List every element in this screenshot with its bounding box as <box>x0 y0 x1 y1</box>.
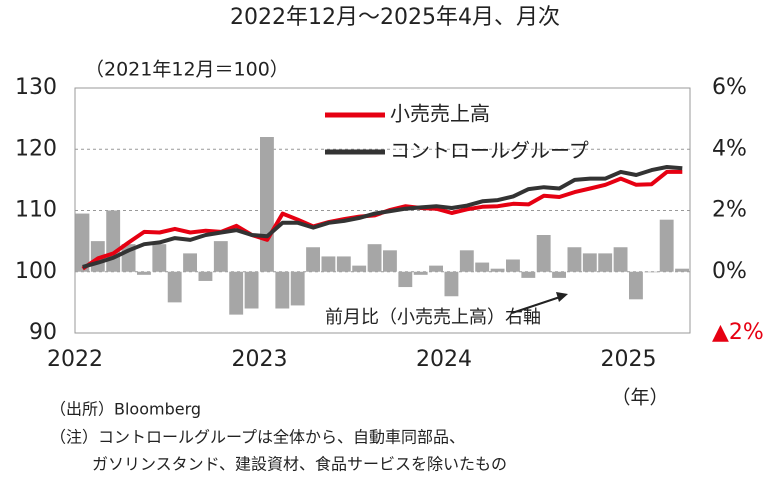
x-tick-label: 2025 <box>601 347 657 372</box>
y2-tick-label: ▲2% <box>712 320 764 345</box>
note: ガソリンスタンド、建設資材、食品サービスを除いたもの <box>92 455 507 474</box>
bar <box>490 268 505 272</box>
x-tick-label: 2024 <box>416 347 472 372</box>
y-tick-label: 120 <box>15 136 57 161</box>
note: （注）コントロールグループは全体から、自動車同部品、 <box>50 428 465 447</box>
bar <box>106 210 121 272</box>
bar <box>398 271 413 288</box>
bar <box>137 271 151 275</box>
bar <box>167 271 182 303</box>
bar <box>444 271 459 297</box>
bar <box>521 271 536 278</box>
note: （出所）Bloomberg <box>50 400 201 419</box>
bar <box>413 271 428 275</box>
x-tick-label: 2023 <box>232 347 288 372</box>
y-tick-label: 130 <box>15 75 57 100</box>
bar <box>275 271 290 309</box>
y2-tick-label: 0% <box>712 259 747 284</box>
annotation: 前月比（小売売上高）右軸 <box>325 307 541 328</box>
bar <box>152 244 167 272</box>
bar <box>675 268 689 272</box>
bar <box>321 256 336 272</box>
line <box>82 165 683 269</box>
bar <box>613 247 628 272</box>
bar <box>336 256 351 272</box>
y-tick-label: 90 <box>29 320 57 345</box>
annotation-arrow <box>511 296 561 314</box>
y-tick-label: 110 <box>15 198 57 223</box>
chart-title: 2022年12月～2025年4月、月次 <box>230 5 560 30</box>
bar <box>306 247 320 272</box>
bar <box>459 250 474 272</box>
bar <box>260 137 274 272</box>
bar <box>290 271 305 306</box>
y-tick-label: 100 <box>15 259 57 284</box>
legend-label: コントロールグループ <box>390 139 589 163</box>
bar <box>229 271 244 315</box>
bar <box>429 265 443 272</box>
y2-tick-label: 6% <box>712 75 747 100</box>
bar <box>552 271 566 278</box>
bar <box>383 250 397 272</box>
legend-label: 小売売上高 <box>390 102 490 126</box>
bar <box>629 271 643 300</box>
x-axis-label: （年） <box>611 387 668 409</box>
bar <box>352 265 367 272</box>
bar <box>536 235 551 272</box>
bar <box>582 253 597 272</box>
bar <box>475 262 490 272</box>
bar <box>598 253 613 272</box>
bar <box>367 244 382 272</box>
y2-tick-label: 4% <box>712 136 747 161</box>
bar <box>644 271 659 273</box>
bar <box>244 271 259 309</box>
bar <box>213 241 228 272</box>
y2-tick-label: 2% <box>712 198 747 223</box>
bar <box>75 213 90 272</box>
annotation-arrowhead <box>556 292 568 302</box>
bar <box>183 253 197 272</box>
x-tick-label: 2022 <box>47 347 103 372</box>
chart-subtitle: （2021年12月＝100） <box>85 59 289 81</box>
bar <box>567 247 582 272</box>
bar <box>506 259 520 272</box>
bar <box>659 219 674 272</box>
bar <box>198 271 213 281</box>
